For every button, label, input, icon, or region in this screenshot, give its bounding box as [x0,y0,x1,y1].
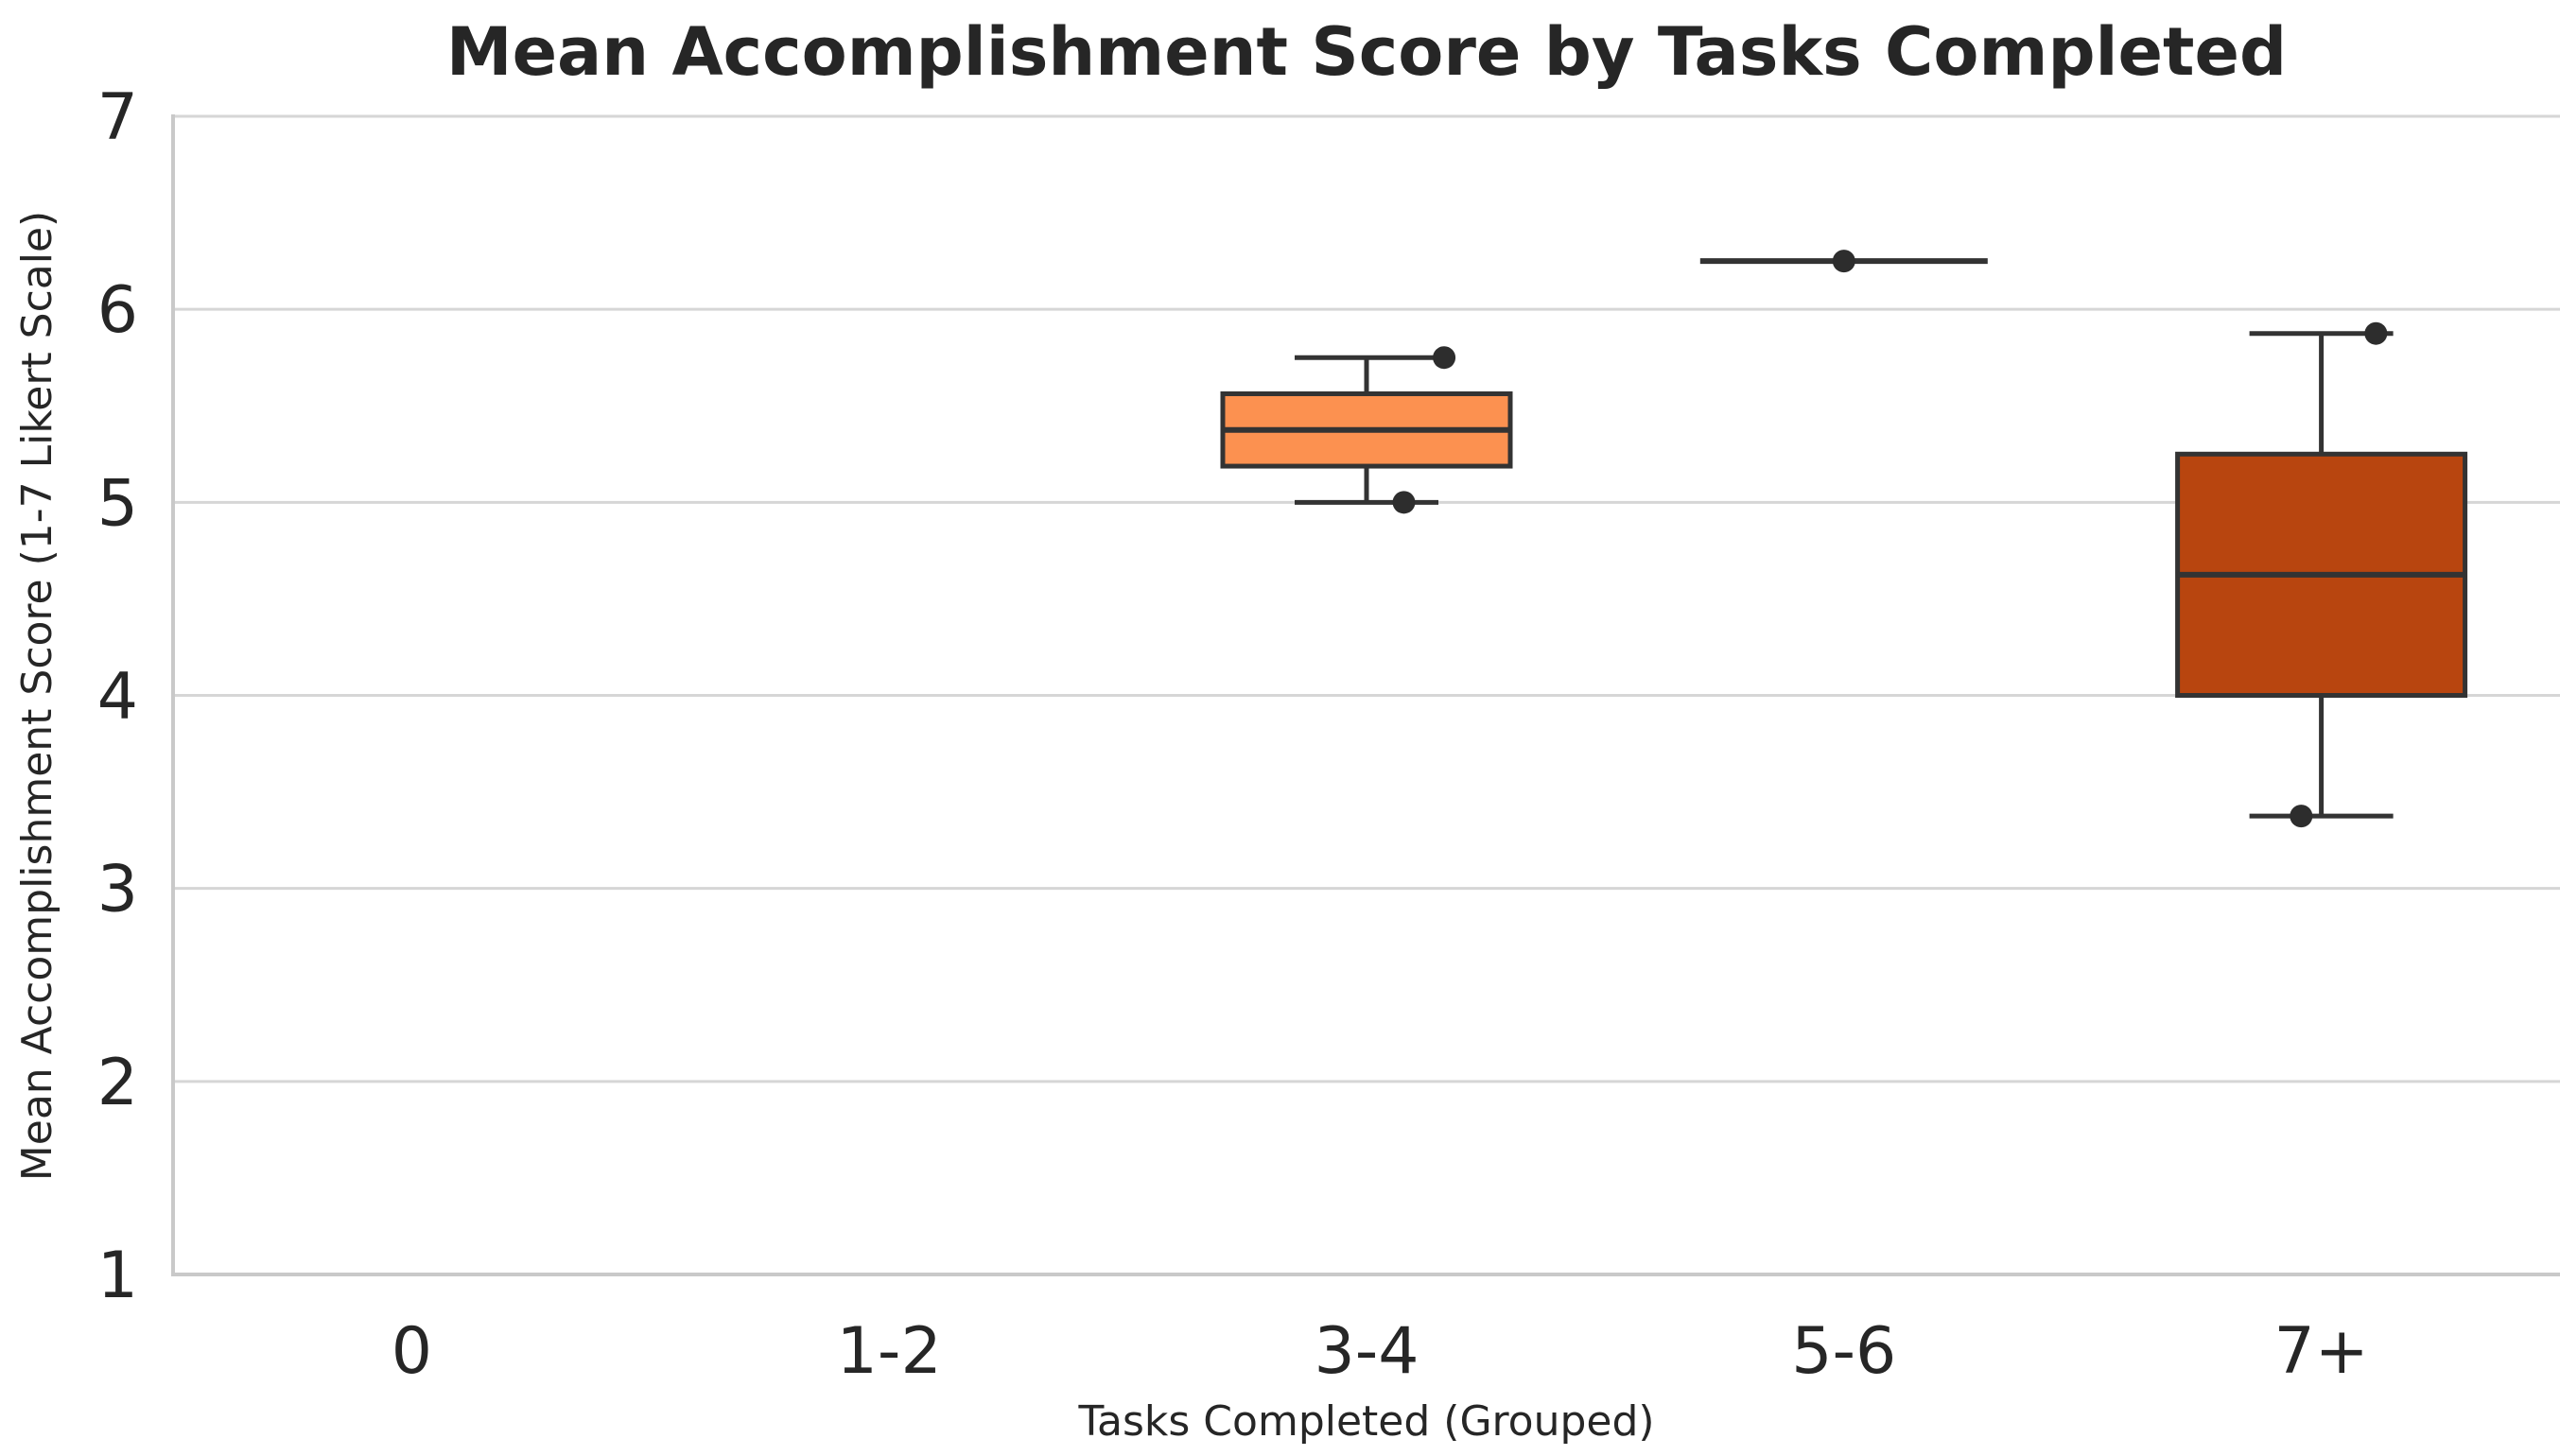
x-tick-label: 5-6 [1791,1314,1896,1389]
strip-point [1392,491,1416,514]
x-tick-label: 7+ [2273,1314,2368,1389]
y-tick-label: 1 [97,1239,138,1313]
y-tick-label: 6 [97,273,138,348]
strip-point [2364,321,2388,345]
strip-point [1433,346,1456,370]
chart-title: Mean Accomplishment Score by Tasks Compl… [445,13,2288,91]
x-tick-label: 3-4 [1314,1314,1419,1389]
y-tick-label: 3 [97,853,138,927]
x-tick-label: 0 [392,1314,432,1389]
strip-point [1832,250,1855,273]
x-axis-label: Tasks Completed (Grouped) [1078,1397,1655,1446]
y-tick-label: 5 [97,466,138,541]
y-tick-label: 7 [97,80,138,155]
x-tick-label: 1-2 [837,1314,942,1389]
y-tick-label: 2 [97,1046,138,1120]
strip-point [2290,805,2313,828]
y-tick-label: 4 [97,660,138,735]
